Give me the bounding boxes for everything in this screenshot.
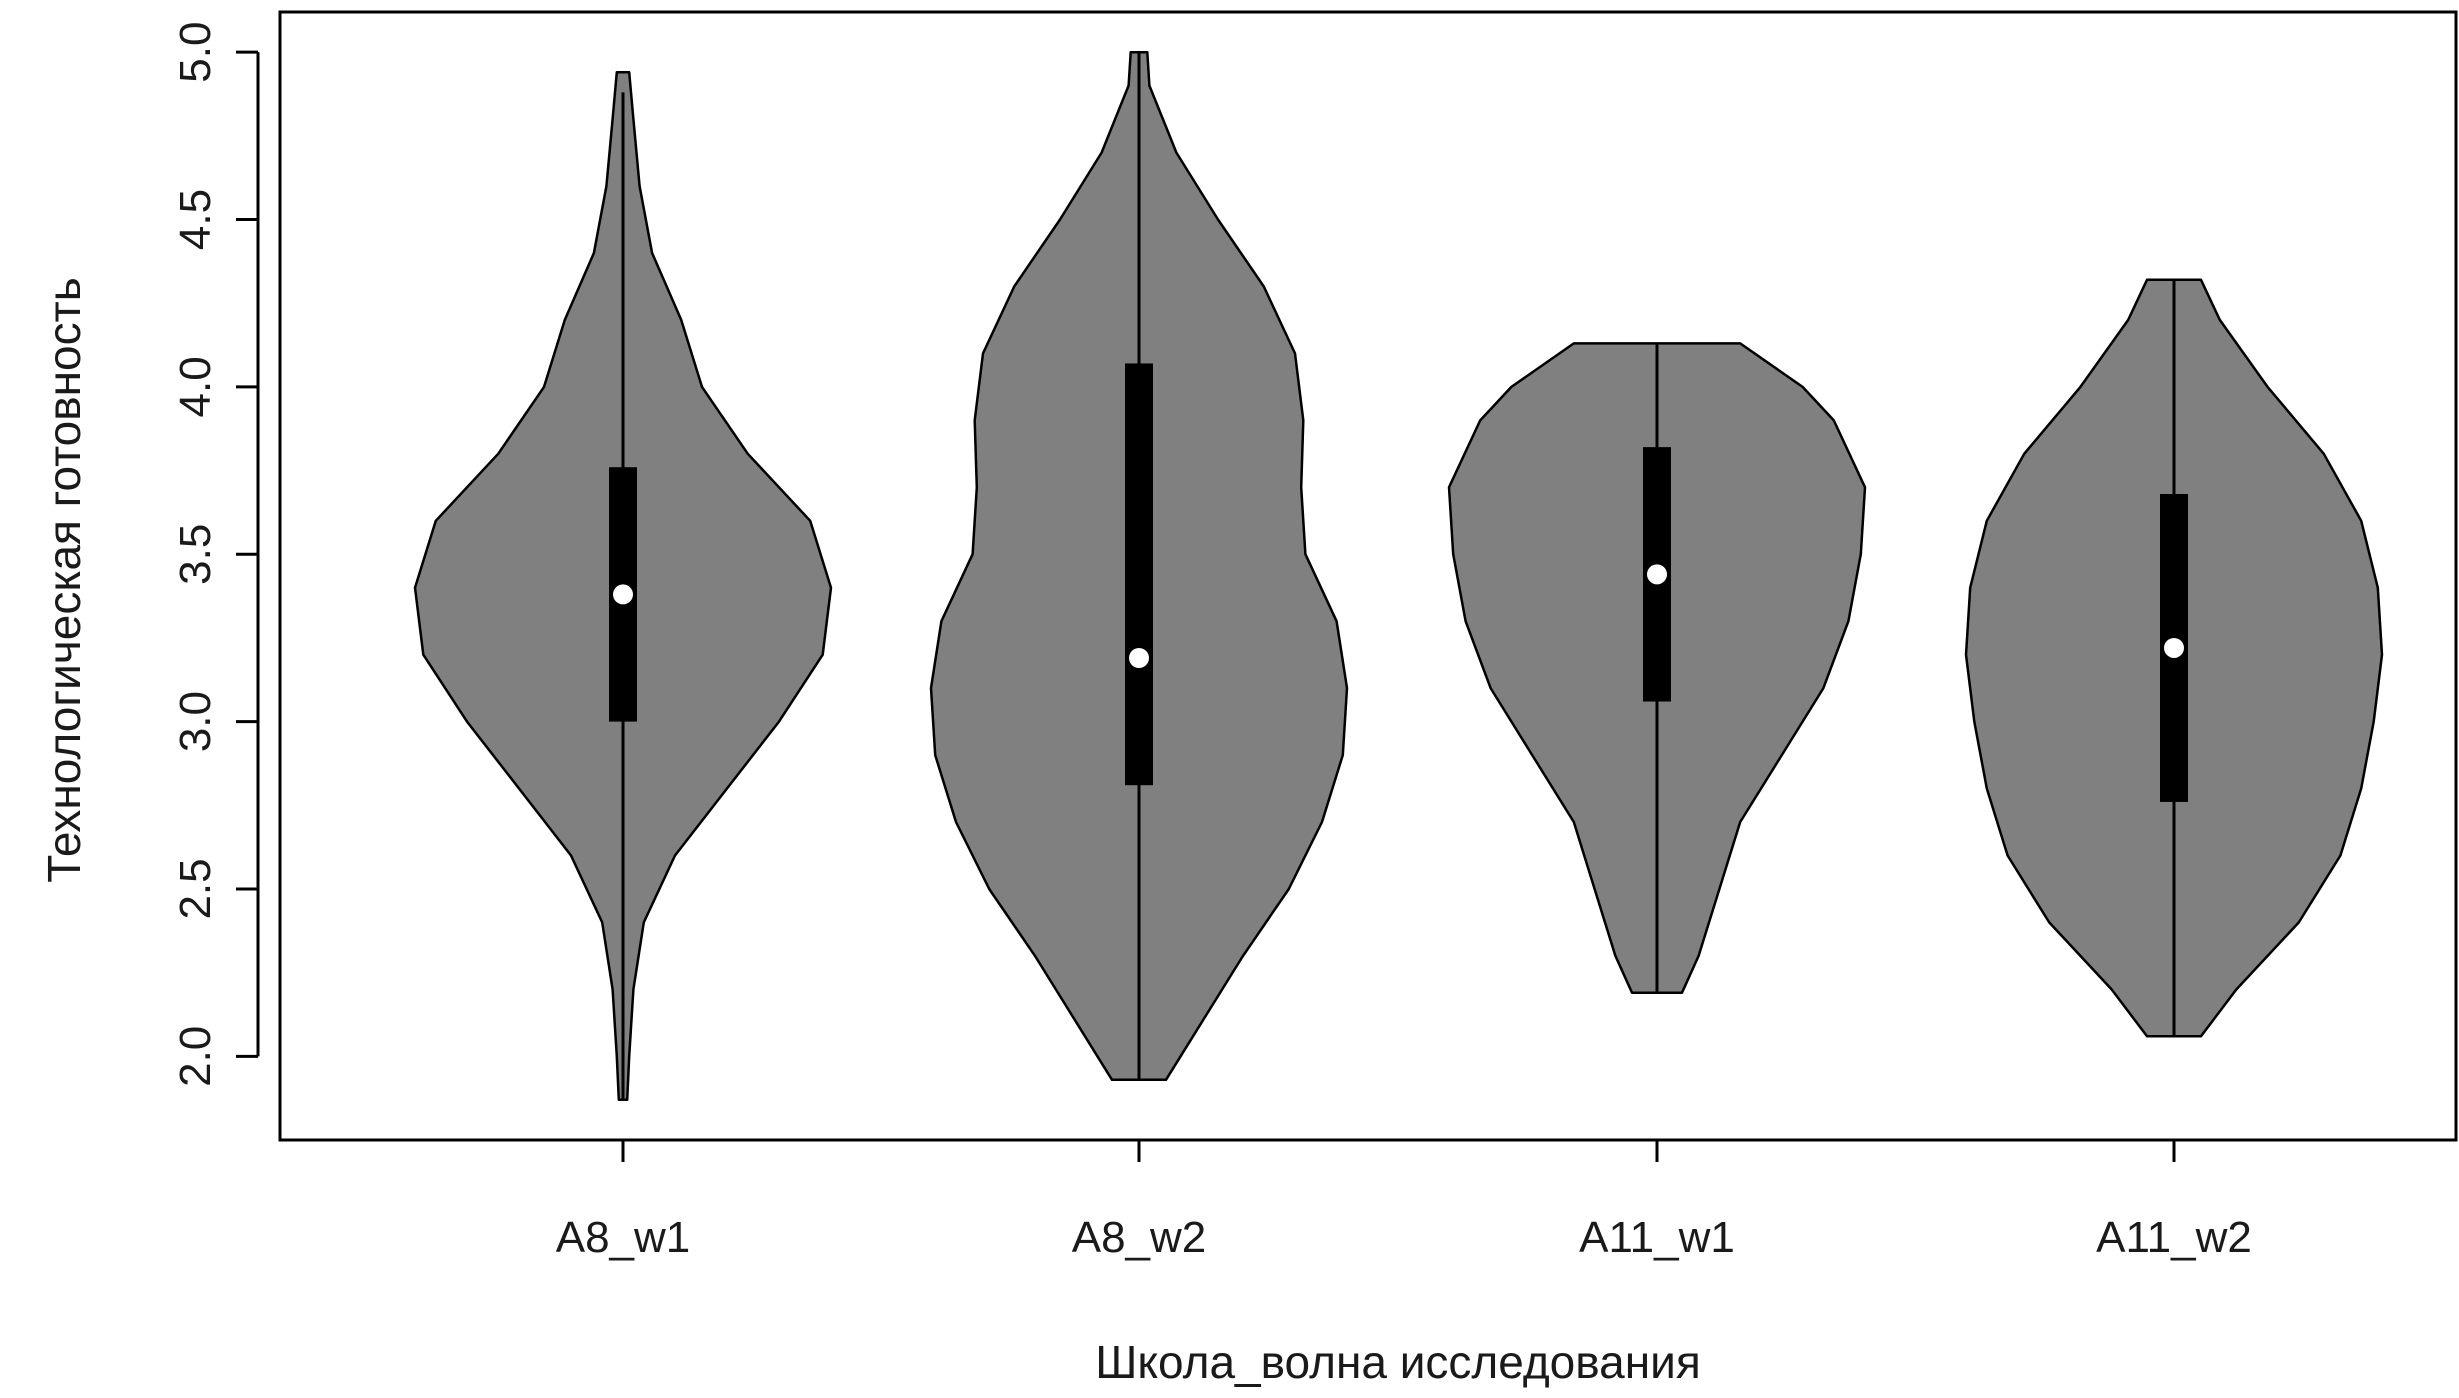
y-axis-title: Технологическая готовность (38, 277, 90, 882)
median-point (1129, 648, 1149, 669)
y-tick-label: 4.0 (171, 356, 220, 417)
median-point (1647, 564, 1667, 585)
median-point (613, 584, 633, 605)
y-tick-label: 4.5 (171, 189, 220, 250)
y-tick-label: 5.0 (171, 22, 220, 83)
iqr-box (1125, 363, 1153, 786)
violin-A8_w1 (413, 70, 833, 1102)
x-tick-label: A11_w1 (1579, 1213, 1735, 1262)
violins-group (413, 50, 2384, 1102)
violin-A11_w1 (1447, 342, 1867, 994)
y-axis: 2.0 2.5 3.0 3.5 4.0 4.5 5.0 (171, 22, 260, 1087)
x-tick-label: A8_w2 (1072, 1213, 1207, 1262)
plot-frame (278, 10, 2458, 1142)
violin-A8_w2 (929, 50, 1349, 1082)
x-axis: A8_w1 A8_w2 A11_w1 A11_w2 (556, 1140, 2252, 1262)
y-tick-label: 3.5 (171, 524, 220, 585)
violin-A11_w2 (1964, 278, 2384, 1038)
median-point (2164, 637, 2184, 658)
y-tick-label: 3.0 (171, 691, 220, 752)
x-tick-label: A11_w2 (2096, 1213, 2252, 1262)
x-tick-label: A8_w1 (556, 1213, 691, 1262)
y-tick-label: 2.5 (171, 858, 220, 919)
x-axis-title: Школа_волна исследования (1095, 1336, 1701, 1388)
y-tick-label: 2.0 (171, 1026, 220, 1087)
